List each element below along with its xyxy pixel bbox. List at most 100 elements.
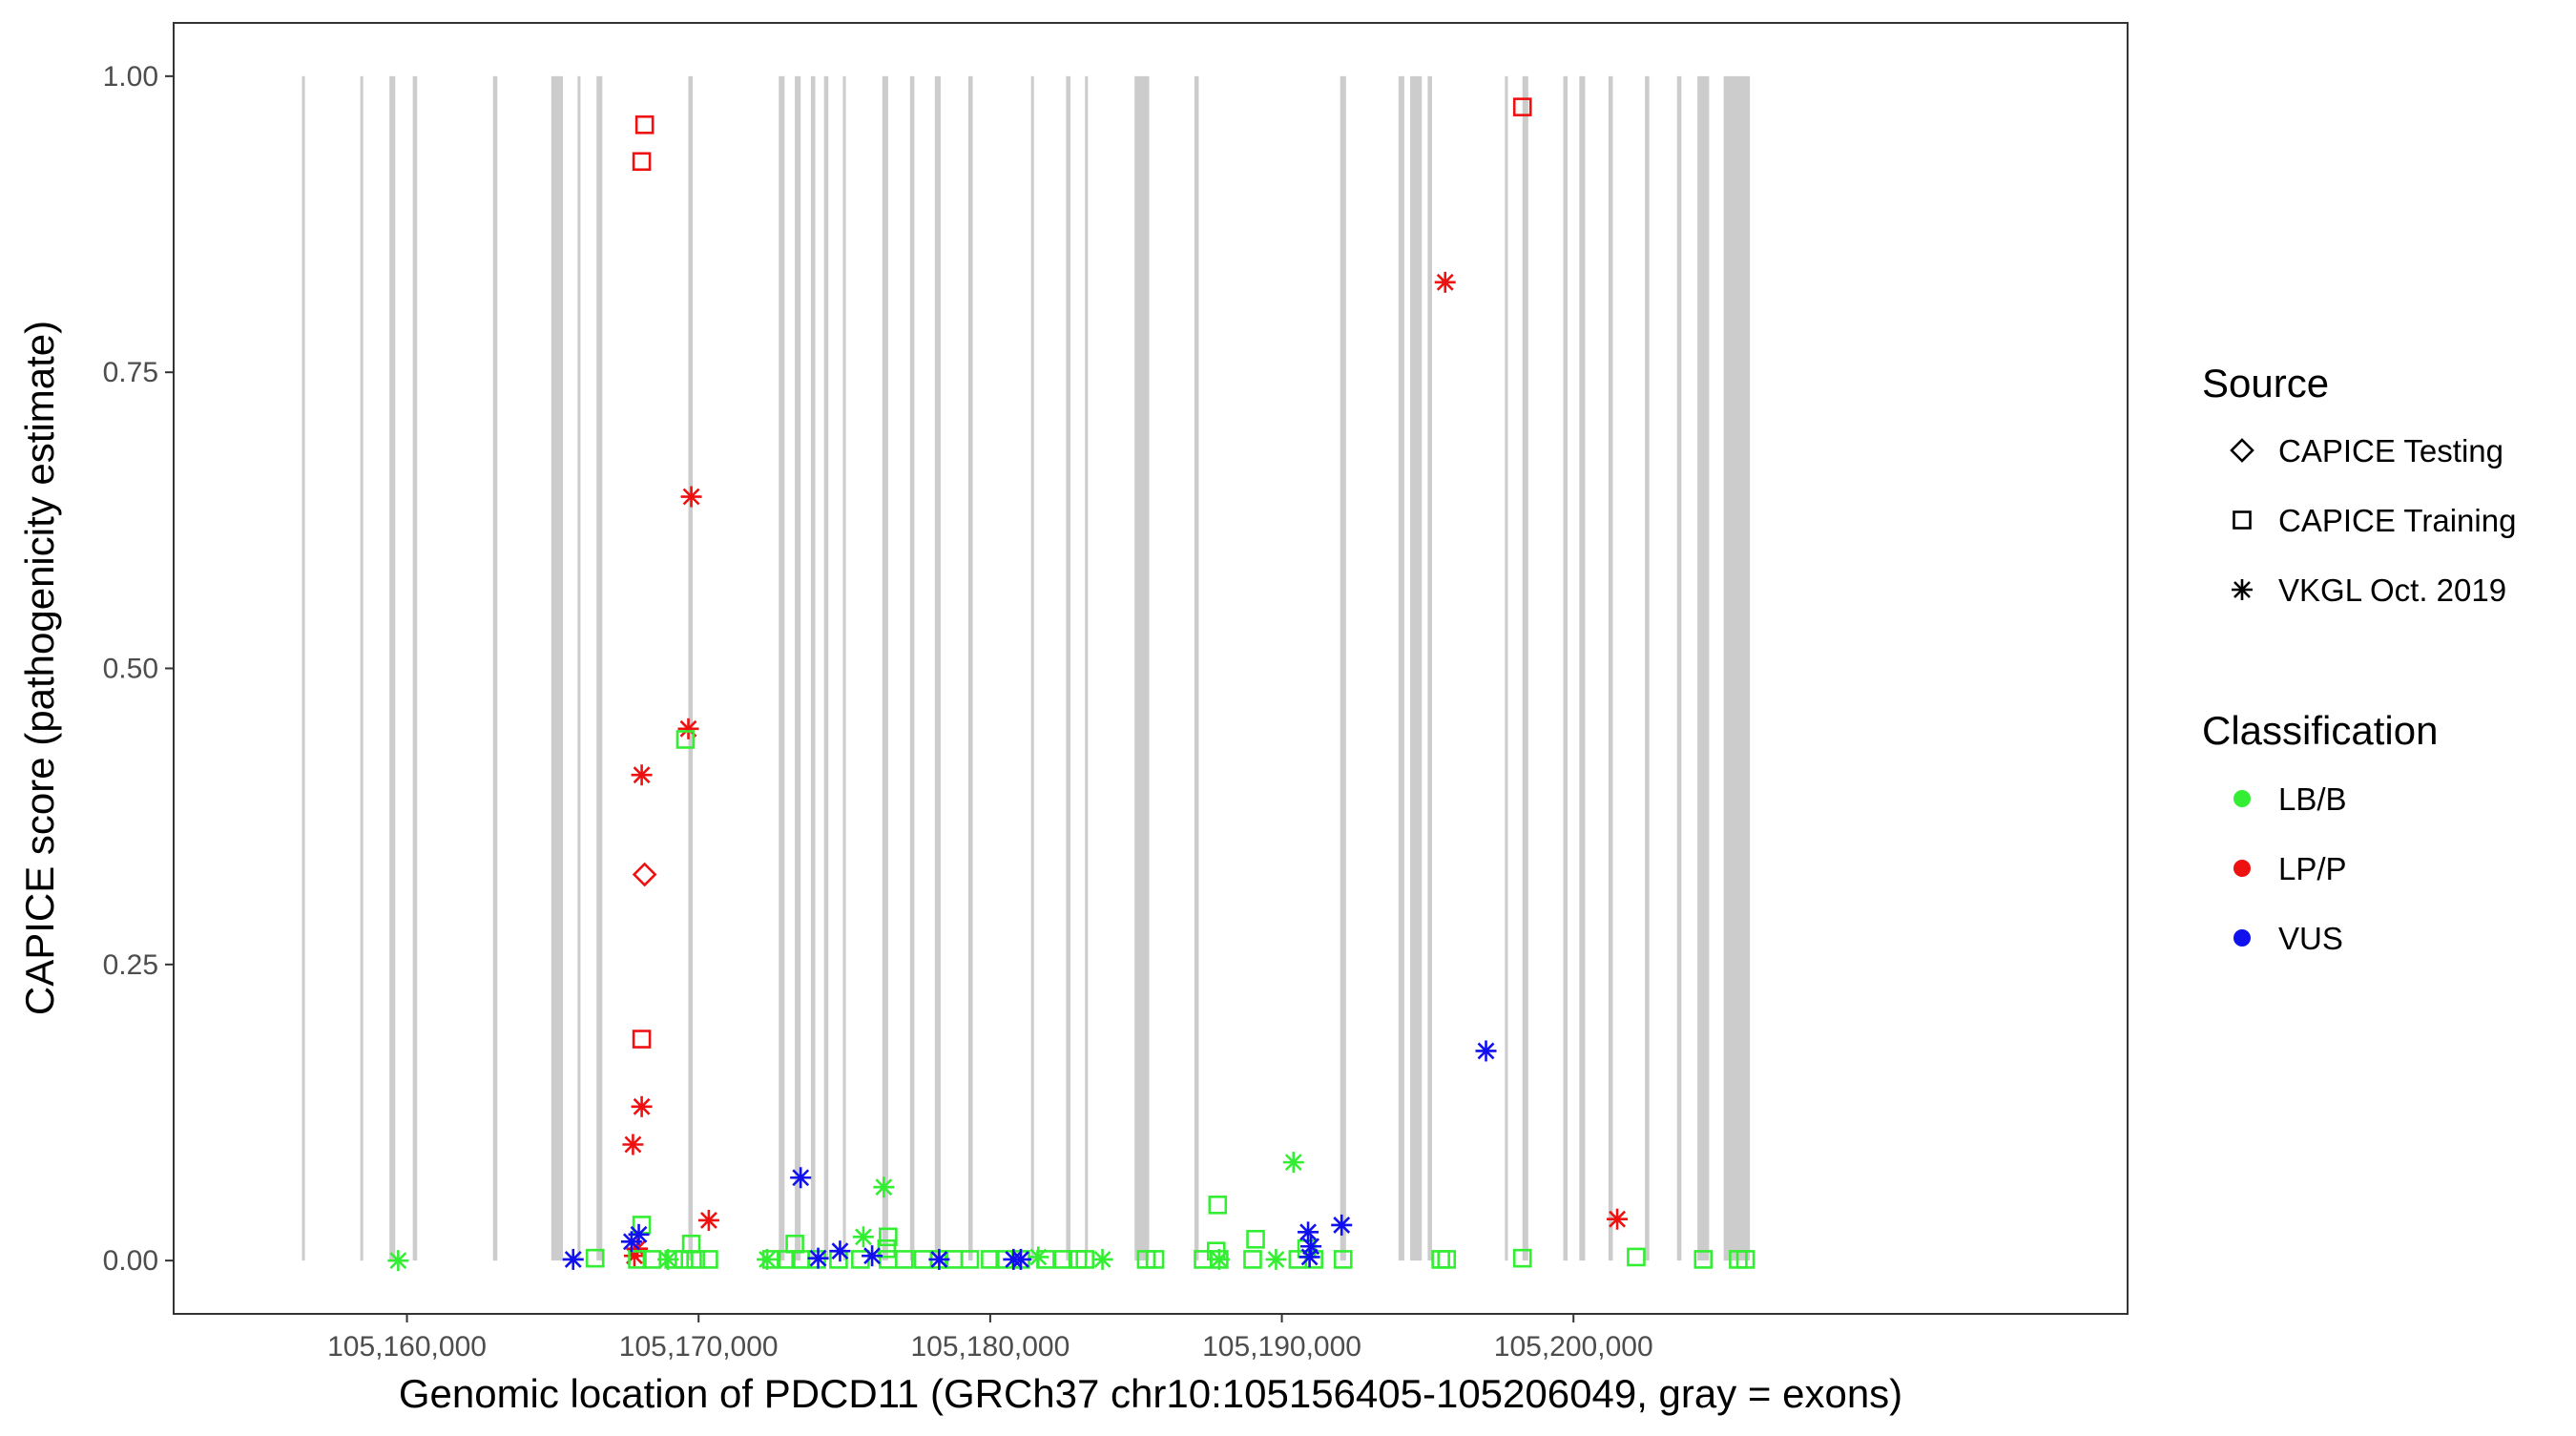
exon-band bbox=[909, 75, 915, 1261]
legend-class-label: LB/B bbox=[2278, 781, 2347, 817]
data-point bbox=[1331, 1214, 1353, 1236]
legend: Source CAPICE Testing CAPICE Training VK… bbox=[2202, 361, 2516, 956]
exon-band bbox=[412, 75, 418, 1261]
data-point bbox=[1693, 1250, 1714, 1269]
exon-band bbox=[882, 75, 888, 1261]
legend-asterisk-icon bbox=[2232, 579, 2253, 600]
data-point bbox=[632, 152, 652, 172]
exon-band bbox=[1398, 75, 1404, 1261]
exon-band bbox=[577, 75, 581, 1261]
exon-band bbox=[842, 75, 846, 1261]
exon-band bbox=[1030, 75, 1034, 1261]
exon-band bbox=[779, 75, 785, 1261]
data-point bbox=[777, 1250, 796, 1269]
data-point bbox=[634, 114, 654, 135]
data-point bbox=[879, 1227, 898, 1247]
data-point bbox=[1627, 1247, 1646, 1267]
legend-class-label: LP/P bbox=[2278, 851, 2347, 886]
data-point bbox=[852, 1226, 874, 1248]
data-point bbox=[585, 1248, 605, 1268]
data-point bbox=[631, 1095, 653, 1117]
data-point bbox=[562, 1248, 584, 1270]
legend-source-entry: VKGL Oct. 2019 bbox=[2232, 572, 2506, 608]
data-point bbox=[1607, 1208, 1629, 1230]
points-layer bbox=[387, 97, 1755, 1272]
data-point bbox=[1434, 271, 1456, 293]
data-point bbox=[1437, 1250, 1457, 1269]
exon-band bbox=[1066, 75, 1070, 1261]
legend-source-label: CAPICE Testing bbox=[2278, 433, 2503, 468]
exon-band bbox=[551, 75, 564, 1261]
y-tick-label: 1.00 bbox=[103, 61, 158, 93]
data-point bbox=[1246, 1229, 1265, 1249]
data-point bbox=[1300, 1236, 1322, 1258]
data-point bbox=[894, 1250, 914, 1269]
data-point bbox=[1735, 1250, 1755, 1269]
exon-band bbox=[688, 75, 694, 1261]
data-point bbox=[1243, 1250, 1262, 1269]
data-point bbox=[928, 1248, 950, 1270]
y-tick-label: 0.75 bbox=[103, 357, 158, 388]
exon-band bbox=[934, 75, 941, 1261]
exon-band bbox=[795, 75, 801, 1261]
data-point bbox=[807, 1247, 829, 1269]
data-point bbox=[1298, 1246, 1320, 1268]
exon-band bbox=[1340, 75, 1346, 1261]
exon-band bbox=[1410, 75, 1423, 1261]
data-point bbox=[628, 1250, 647, 1269]
legend-diamond-mark bbox=[2230, 438, 2254, 463]
legend-dot-icon bbox=[2233, 790, 2251, 807]
exon-band bbox=[360, 75, 364, 1261]
data-point bbox=[873, 1176, 895, 1198]
data-point bbox=[790, 1167, 812, 1189]
data-point bbox=[697, 1209, 719, 1231]
data-point bbox=[677, 718, 699, 739]
data-point bbox=[1053, 1250, 1073, 1269]
legend-class-entry: LB/B bbox=[2233, 781, 2347, 817]
x-tick-label: 105,160,000 bbox=[327, 1331, 487, 1363]
legend-class-label: VUS bbox=[2278, 921, 2343, 956]
y-tick-label: 0.50 bbox=[103, 654, 158, 685]
exon-band bbox=[596, 75, 603, 1261]
data-point bbox=[757, 1248, 779, 1270]
exon-band bbox=[1676, 75, 1682, 1261]
exon-band bbox=[1563, 75, 1568, 1261]
data-point bbox=[829, 1240, 851, 1262]
y-tick-label: 0.00 bbox=[103, 1245, 158, 1277]
exon-band bbox=[1427, 75, 1432, 1261]
data-point bbox=[657, 1248, 679, 1270]
data-point bbox=[1091, 1248, 1113, 1270]
exon-band bbox=[301, 75, 305, 1261]
exon-band bbox=[389, 75, 396, 1261]
data-point bbox=[1282, 1152, 1304, 1174]
legend-asterisk-mark bbox=[2232, 579, 2253, 600]
data-point bbox=[631, 764, 653, 786]
data-point bbox=[981, 1250, 1000, 1269]
x-tick-label: 105,170,000 bbox=[619, 1331, 779, 1363]
exon-band bbox=[1608, 75, 1613, 1261]
data-point bbox=[623, 1245, 645, 1267]
data-point bbox=[620, 1231, 642, 1253]
x-axis-title: Genomic location of PDCD11 (GRCh37 chr10… bbox=[399, 1371, 1902, 1416]
exon-band bbox=[823, 75, 829, 1261]
x-tick-label: 105,200,000 bbox=[1494, 1331, 1653, 1363]
data-point bbox=[1512, 1248, 1532, 1268]
legend-dot-icon bbox=[2233, 929, 2251, 947]
legend-source-title: Source bbox=[2202, 361, 2329, 406]
data-point bbox=[1512, 97, 1532, 116]
data-point bbox=[960, 1250, 980, 1269]
legend-source-label: CAPICE Training bbox=[2278, 503, 2516, 538]
legend-source-label: VKGL Oct. 2019 bbox=[2278, 572, 2506, 608]
legend-square-mark bbox=[2233, 510, 2252, 530]
legend-diamond-icon bbox=[2230, 438, 2254, 463]
legend-class-entry: LP/P bbox=[2233, 851, 2347, 886]
data-point bbox=[862, 1245, 883, 1267]
legend-source-entry: CAPICE Testing bbox=[2230, 433, 2503, 468]
data-point bbox=[1333, 1250, 1353, 1269]
exon-band bbox=[492, 75, 498, 1261]
exon-band bbox=[1579, 75, 1586, 1261]
legend-class-entry: VUS bbox=[2233, 921, 2343, 956]
data-point bbox=[387, 1250, 409, 1272]
